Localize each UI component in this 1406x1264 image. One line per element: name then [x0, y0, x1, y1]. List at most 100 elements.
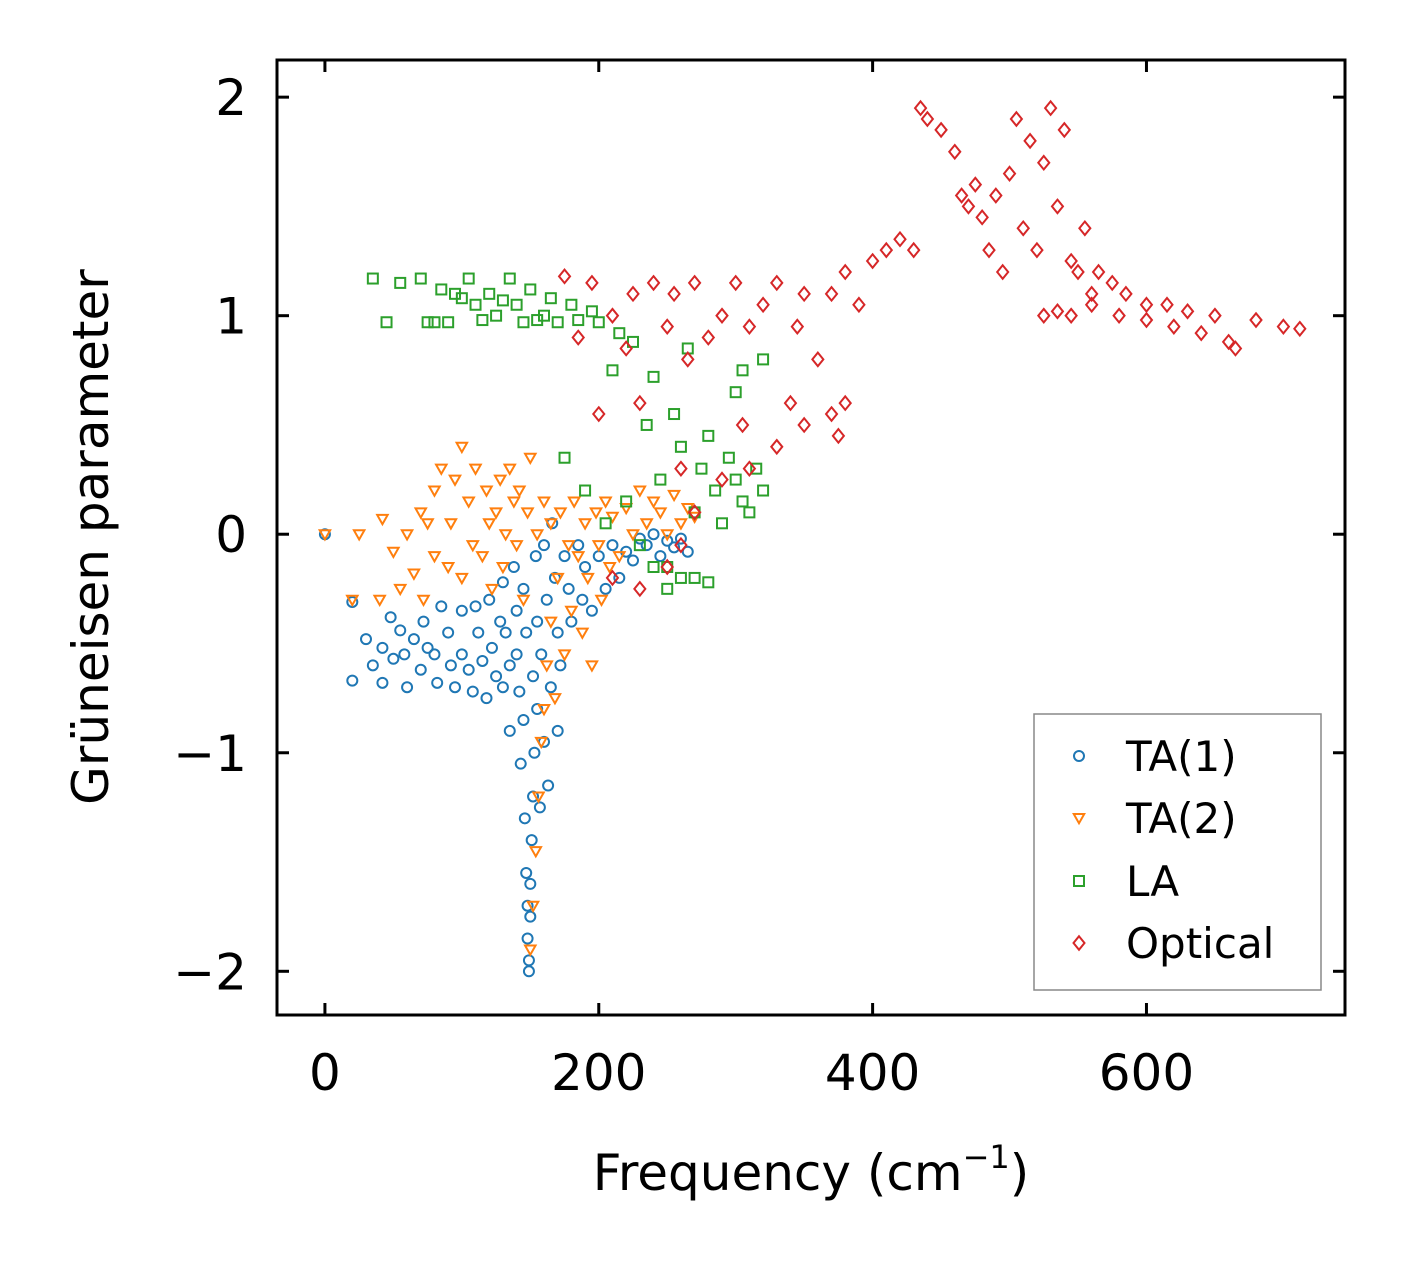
data-point	[544, 681, 557, 694]
data-point	[485, 641, 498, 654]
data-point	[394, 276, 407, 289]
data-point	[537, 496, 551, 509]
legend: TA(1) TA(2) LA Optical	[1033, 713, 1322, 991]
data-point	[934, 121, 948, 139]
data-point	[414, 272, 427, 285]
data-point	[455, 648, 468, 661]
data-point	[444, 659, 457, 672]
y-axis-title: Grüneisen parameter	[62, 269, 120, 805]
data-point	[468, 463, 483, 476]
data-point	[790, 318, 805, 335]
data-point	[1249, 311, 1263, 329]
data-point	[539, 660, 554, 673]
y-tick-label: 2	[215, 69, 247, 127]
x-axis-title: Frequency (cm−1)	[593, 1138, 1030, 1202]
data-point	[585, 604, 598, 617]
data-point	[499, 626, 512, 639]
data-point	[995, 263, 1010, 281]
data-point	[1293, 320, 1307, 338]
data-point	[757, 484, 770, 497]
data-point	[722, 451, 735, 464]
data-point	[572, 314, 585, 327]
data-point	[680, 351, 695, 368]
data-point	[533, 801, 546, 814]
data-point	[465, 540, 480, 553]
data-point	[393, 583, 408, 597]
data-point	[375, 513, 390, 527]
data-point	[407, 633, 420, 646]
data-point	[537, 704, 551, 717]
data-point	[518, 812, 531, 825]
data-point	[591, 405, 606, 423]
data-point	[701, 329, 716, 346]
data-point	[612, 551, 627, 564]
data-point	[1071, 263, 1085, 281]
data-point	[592, 316, 605, 329]
data-point	[476, 654, 489, 667]
data-point	[674, 532, 687, 545]
legend-marker	[1073, 875, 1085, 887]
data-point	[947, 143, 962, 161]
data-point	[668, 541, 681, 554]
data-point	[565, 615, 578, 628]
data-point	[824, 405, 839, 423]
data-point	[605, 307, 620, 325]
data-point	[1009, 110, 1024, 128]
data-point	[530, 529, 545, 542]
data-point	[667, 489, 682, 503]
data-point	[376, 641, 389, 654]
data-point	[613, 327, 626, 340]
data-point	[769, 438, 784, 456]
data-point	[510, 604, 523, 617]
data-point	[462, 663, 475, 676]
data-point	[1030, 241, 1044, 259]
legend-label: TA(2)	[1125, 794, 1237, 843]
data-point	[729, 473, 742, 486]
data-point	[1050, 198, 1065, 215]
data-point	[514, 757, 527, 770]
data-point	[529, 550, 542, 563]
data-point	[420, 518, 435, 531]
data-point	[879, 241, 894, 259]
data-point	[811, 351, 825, 368]
y-tick-label: −2	[173, 943, 247, 1001]
x-tick-label: 0	[309, 1044, 341, 1102]
data-point	[366, 659, 379, 672]
data-point	[441, 562, 456, 575]
data-point	[920, 110, 935, 128]
data-point	[401, 681, 414, 694]
data-point	[449, 681, 461, 694]
ticks-layer: 0 200 400 600 −2 −1 0 1 2	[173, 60, 1345, 1102]
data-point	[968, 176, 983, 193]
data-point	[633, 394, 647, 412]
data-point	[443, 518, 458, 531]
data-point	[620, 495, 633, 508]
data-point	[523, 452, 538, 466]
data-point	[564, 605, 579, 618]
data-point	[442, 626, 455, 639]
data-point	[1002, 165, 1017, 182]
data-point	[1208, 307, 1222, 325]
data-point	[522, 965, 535, 978]
data-point	[454, 441, 469, 455]
data-point	[462, 272, 475, 285]
data-point	[512, 485, 527, 498]
data-point	[688, 571, 701, 584]
data-point	[1036, 307, 1051, 325]
data-point	[627, 554, 639, 567]
data-point	[558, 550, 571, 563]
data-point	[1016, 219, 1031, 237]
x-tick-label: 400	[825, 1044, 920, 1102]
data-point	[1036, 154, 1051, 172]
data-point	[510, 298, 523, 311]
data-point	[647, 528, 660, 541]
data-point	[605, 569, 620, 587]
data-point	[482, 518, 497, 531]
data-point	[384, 611, 397, 624]
data-point	[654, 550, 667, 563]
data-point	[413, 507, 428, 520]
data-point	[695, 462, 708, 475]
data-point	[633, 580, 647, 598]
x-tick-label: 200	[551, 1044, 646, 1102]
data-point	[435, 283, 448, 296]
